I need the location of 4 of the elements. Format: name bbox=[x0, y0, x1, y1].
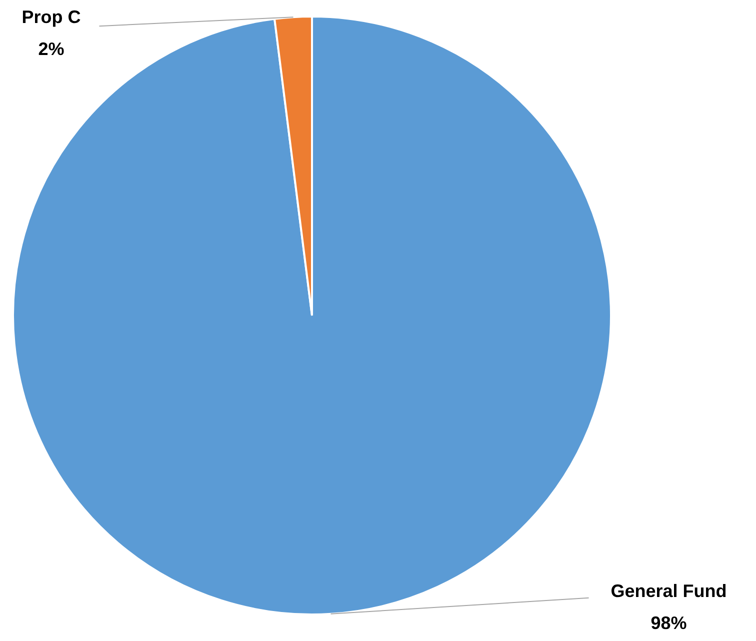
slice-label: Prop C bbox=[22, 7, 81, 28]
slice-label: General Fund bbox=[610, 580, 727, 601]
data-label: 2% bbox=[38, 39, 64, 60]
data-label: 98% bbox=[650, 612, 687, 633]
